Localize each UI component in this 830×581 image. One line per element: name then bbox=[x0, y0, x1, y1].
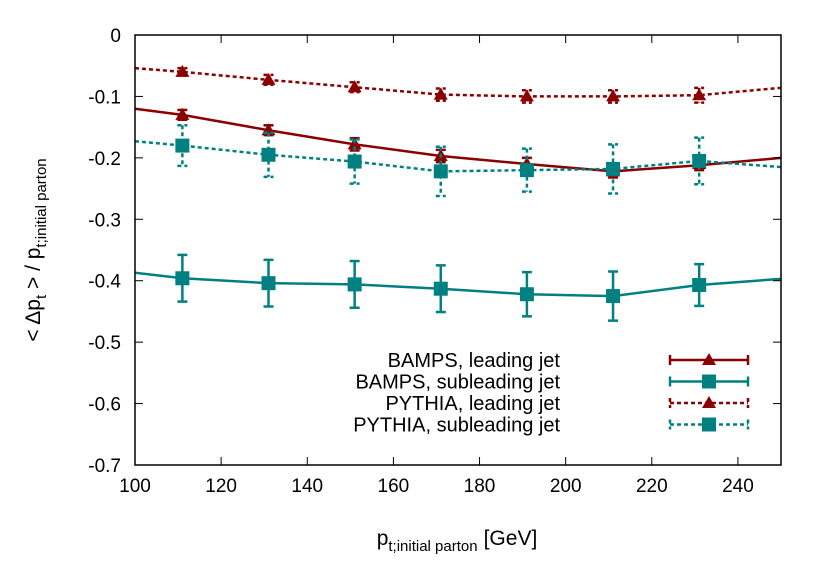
y-tick-label: -0.4 bbox=[88, 272, 121, 293]
x-tick-label: 100 bbox=[119, 476, 151, 497]
data-point bbox=[175, 271, 190, 286]
data-point bbox=[347, 154, 362, 169]
data-point bbox=[606, 161, 621, 176]
data-point bbox=[519, 287, 534, 302]
legend-label: PYTHIA, subleading jet bbox=[353, 415, 560, 437]
data-point bbox=[347, 80, 362, 93]
y-tick-label: -0.6 bbox=[88, 395, 121, 416]
x-axis-label-sub: t;initial parton bbox=[388, 538, 477, 555]
y-tick-label: 0 bbox=[110, 26, 121, 47]
y-axis-label-sub2: t;initial parton bbox=[33, 158, 50, 247]
legend-entry-0: BAMPS, leading jet bbox=[388, 350, 750, 372]
data-point bbox=[692, 278, 707, 293]
data-point bbox=[606, 289, 621, 304]
legend-marker bbox=[702, 353, 716, 365]
legend-entry-3: PYTHIA, subleading jet bbox=[353, 415, 750, 437]
data-point bbox=[606, 89, 621, 102]
x-tick-label: 240 bbox=[722, 476, 754, 497]
series-0 bbox=[135, 107, 781, 179]
data-point bbox=[692, 153, 707, 168]
error-bar bbox=[177, 124, 188, 168]
legend-label: BAMPS, leading jet bbox=[388, 350, 561, 372]
data-point bbox=[261, 276, 276, 291]
data-point bbox=[261, 147, 276, 162]
legend-marker bbox=[702, 374, 716, 389]
y-axis-label: < Δpt > / pt;initial parton bbox=[22, 158, 50, 341]
data-point bbox=[519, 89, 534, 102]
data-point bbox=[519, 163, 534, 178]
data-point bbox=[175, 64, 190, 77]
legend-marker bbox=[702, 417, 716, 432]
data-point bbox=[175, 107, 190, 120]
x-tick-label: 160 bbox=[378, 476, 410, 497]
plot-frame bbox=[134, 34, 782, 466]
data-point bbox=[433, 281, 448, 296]
data-point bbox=[692, 88, 707, 101]
series-line bbox=[135, 66, 781, 98]
data-point bbox=[433, 87, 448, 100]
x-tick-label: 180 bbox=[464, 476, 496, 497]
y-tick-label: -0.1 bbox=[88, 87, 121, 108]
series-2 bbox=[135, 64, 781, 104]
legend-entry-1: BAMPS, subleading jet bbox=[355, 372, 750, 394]
series-line bbox=[135, 271, 781, 298]
data-point bbox=[175, 138, 190, 153]
series-1 bbox=[135, 253, 781, 322]
y-tick-label: -0.5 bbox=[88, 333, 121, 354]
legend-label: BAMPS, subleading jet bbox=[355, 372, 560, 394]
legend-label: PYTHIA, leading jet bbox=[385, 393, 560, 415]
series-3 bbox=[135, 124, 781, 198]
plot-layer bbox=[135, 64, 781, 322]
legend-entry-2: PYTHIA, leading jet bbox=[385, 393, 750, 415]
y-axis-label-mid: > / p bbox=[22, 248, 45, 295]
x-tick-label: 140 bbox=[291, 476, 323, 497]
legend-marker bbox=[702, 396, 716, 408]
data-point bbox=[347, 277, 362, 292]
y-axis-label-pre: < Δp bbox=[22, 299, 45, 342]
x-tick-label: 200 bbox=[550, 476, 582, 497]
data-point bbox=[261, 72, 276, 85]
y-axis-label-sub1: t bbox=[33, 294, 50, 299]
axis-ticks: 100 120 140 160 180 200 220 240 0 -0.1 -0.2 -0.3 -0.… bbox=[88, 26, 781, 497]
y-tick-label: -0.3 bbox=[88, 210, 121, 231]
x-tick-label: 120 bbox=[205, 476, 237, 497]
y-tick-label: -0.2 bbox=[88, 149, 121, 170]
series-line bbox=[135, 107, 781, 173]
y-tick-label: -0.7 bbox=[88, 456, 121, 477]
x-axis-label-main: p bbox=[377, 527, 389, 550]
x-axis-label-unit: [GeV] bbox=[484, 527, 538, 550]
x-tick-label: 220 bbox=[636, 476, 668, 497]
x-axis-label: pt;initial parton [GeV] bbox=[377, 527, 538, 555]
data-point bbox=[433, 164, 448, 179]
